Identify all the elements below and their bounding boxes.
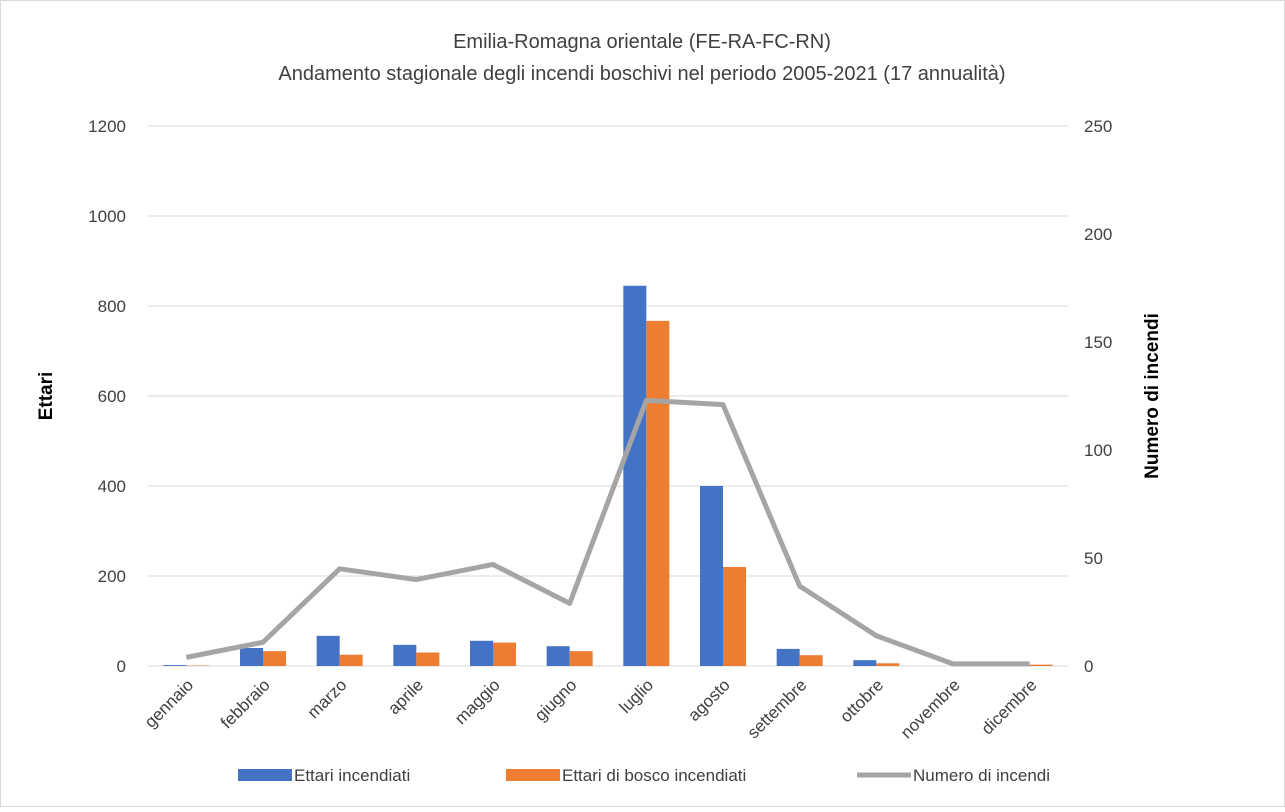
bar [646, 321, 669, 666]
bar [416, 653, 439, 667]
bar [547, 646, 570, 666]
bar [493, 643, 516, 666]
bar [723, 567, 746, 666]
bar [1030, 665, 1053, 666]
y2-tick-label: 150 [1084, 333, 1112, 352]
bar [800, 655, 823, 666]
bar [393, 645, 416, 666]
chart-subtitle: Andamento stagionale degli incendi bosch… [278, 63, 1005, 85]
y2-tick-label: 100 [1084, 441, 1112, 460]
bar [240, 648, 263, 666]
bar [876, 663, 899, 666]
y-tick-label: 0 [117, 657, 126, 676]
bar [623, 286, 646, 666]
bar [263, 651, 286, 666]
y2-axis-title: Numero di incendi [1142, 313, 1163, 479]
legend-label: Ettari incendiati [294, 766, 410, 785]
y-axis-title: Ettari [36, 372, 57, 421]
legend-label: Ettari di bosco incendiati [562, 766, 746, 785]
chart-title: Emilia-Romagna orientale (FE-RA-FC-RN) [453, 31, 831, 53]
y-tick-label: 400 [98, 477, 126, 496]
y2-tick-label: 250 [1084, 117, 1112, 136]
y2-tick-label: 200 [1084, 225, 1112, 244]
y-tick-label: 1200 [88, 117, 126, 136]
bar [570, 651, 593, 666]
y-tick-label: 200 [98, 567, 126, 586]
y-tick-label: 1000 [88, 207, 126, 226]
bar [777, 649, 800, 666]
legend-swatch [506, 769, 560, 781]
legend-label: Numero di incendi [913, 766, 1050, 785]
bar [470, 641, 493, 666]
y2-tick-label: 0 [1084, 657, 1093, 676]
bar [340, 655, 363, 666]
bar [163, 665, 186, 666]
bar [700, 486, 723, 666]
bar [853, 660, 876, 666]
y2-tick-label: 50 [1084, 549, 1103, 568]
legend-swatch [238, 769, 292, 781]
y-tick-label: 800 [98, 297, 126, 316]
bar [317, 636, 340, 666]
y-tick-label: 600 [98, 387, 126, 406]
